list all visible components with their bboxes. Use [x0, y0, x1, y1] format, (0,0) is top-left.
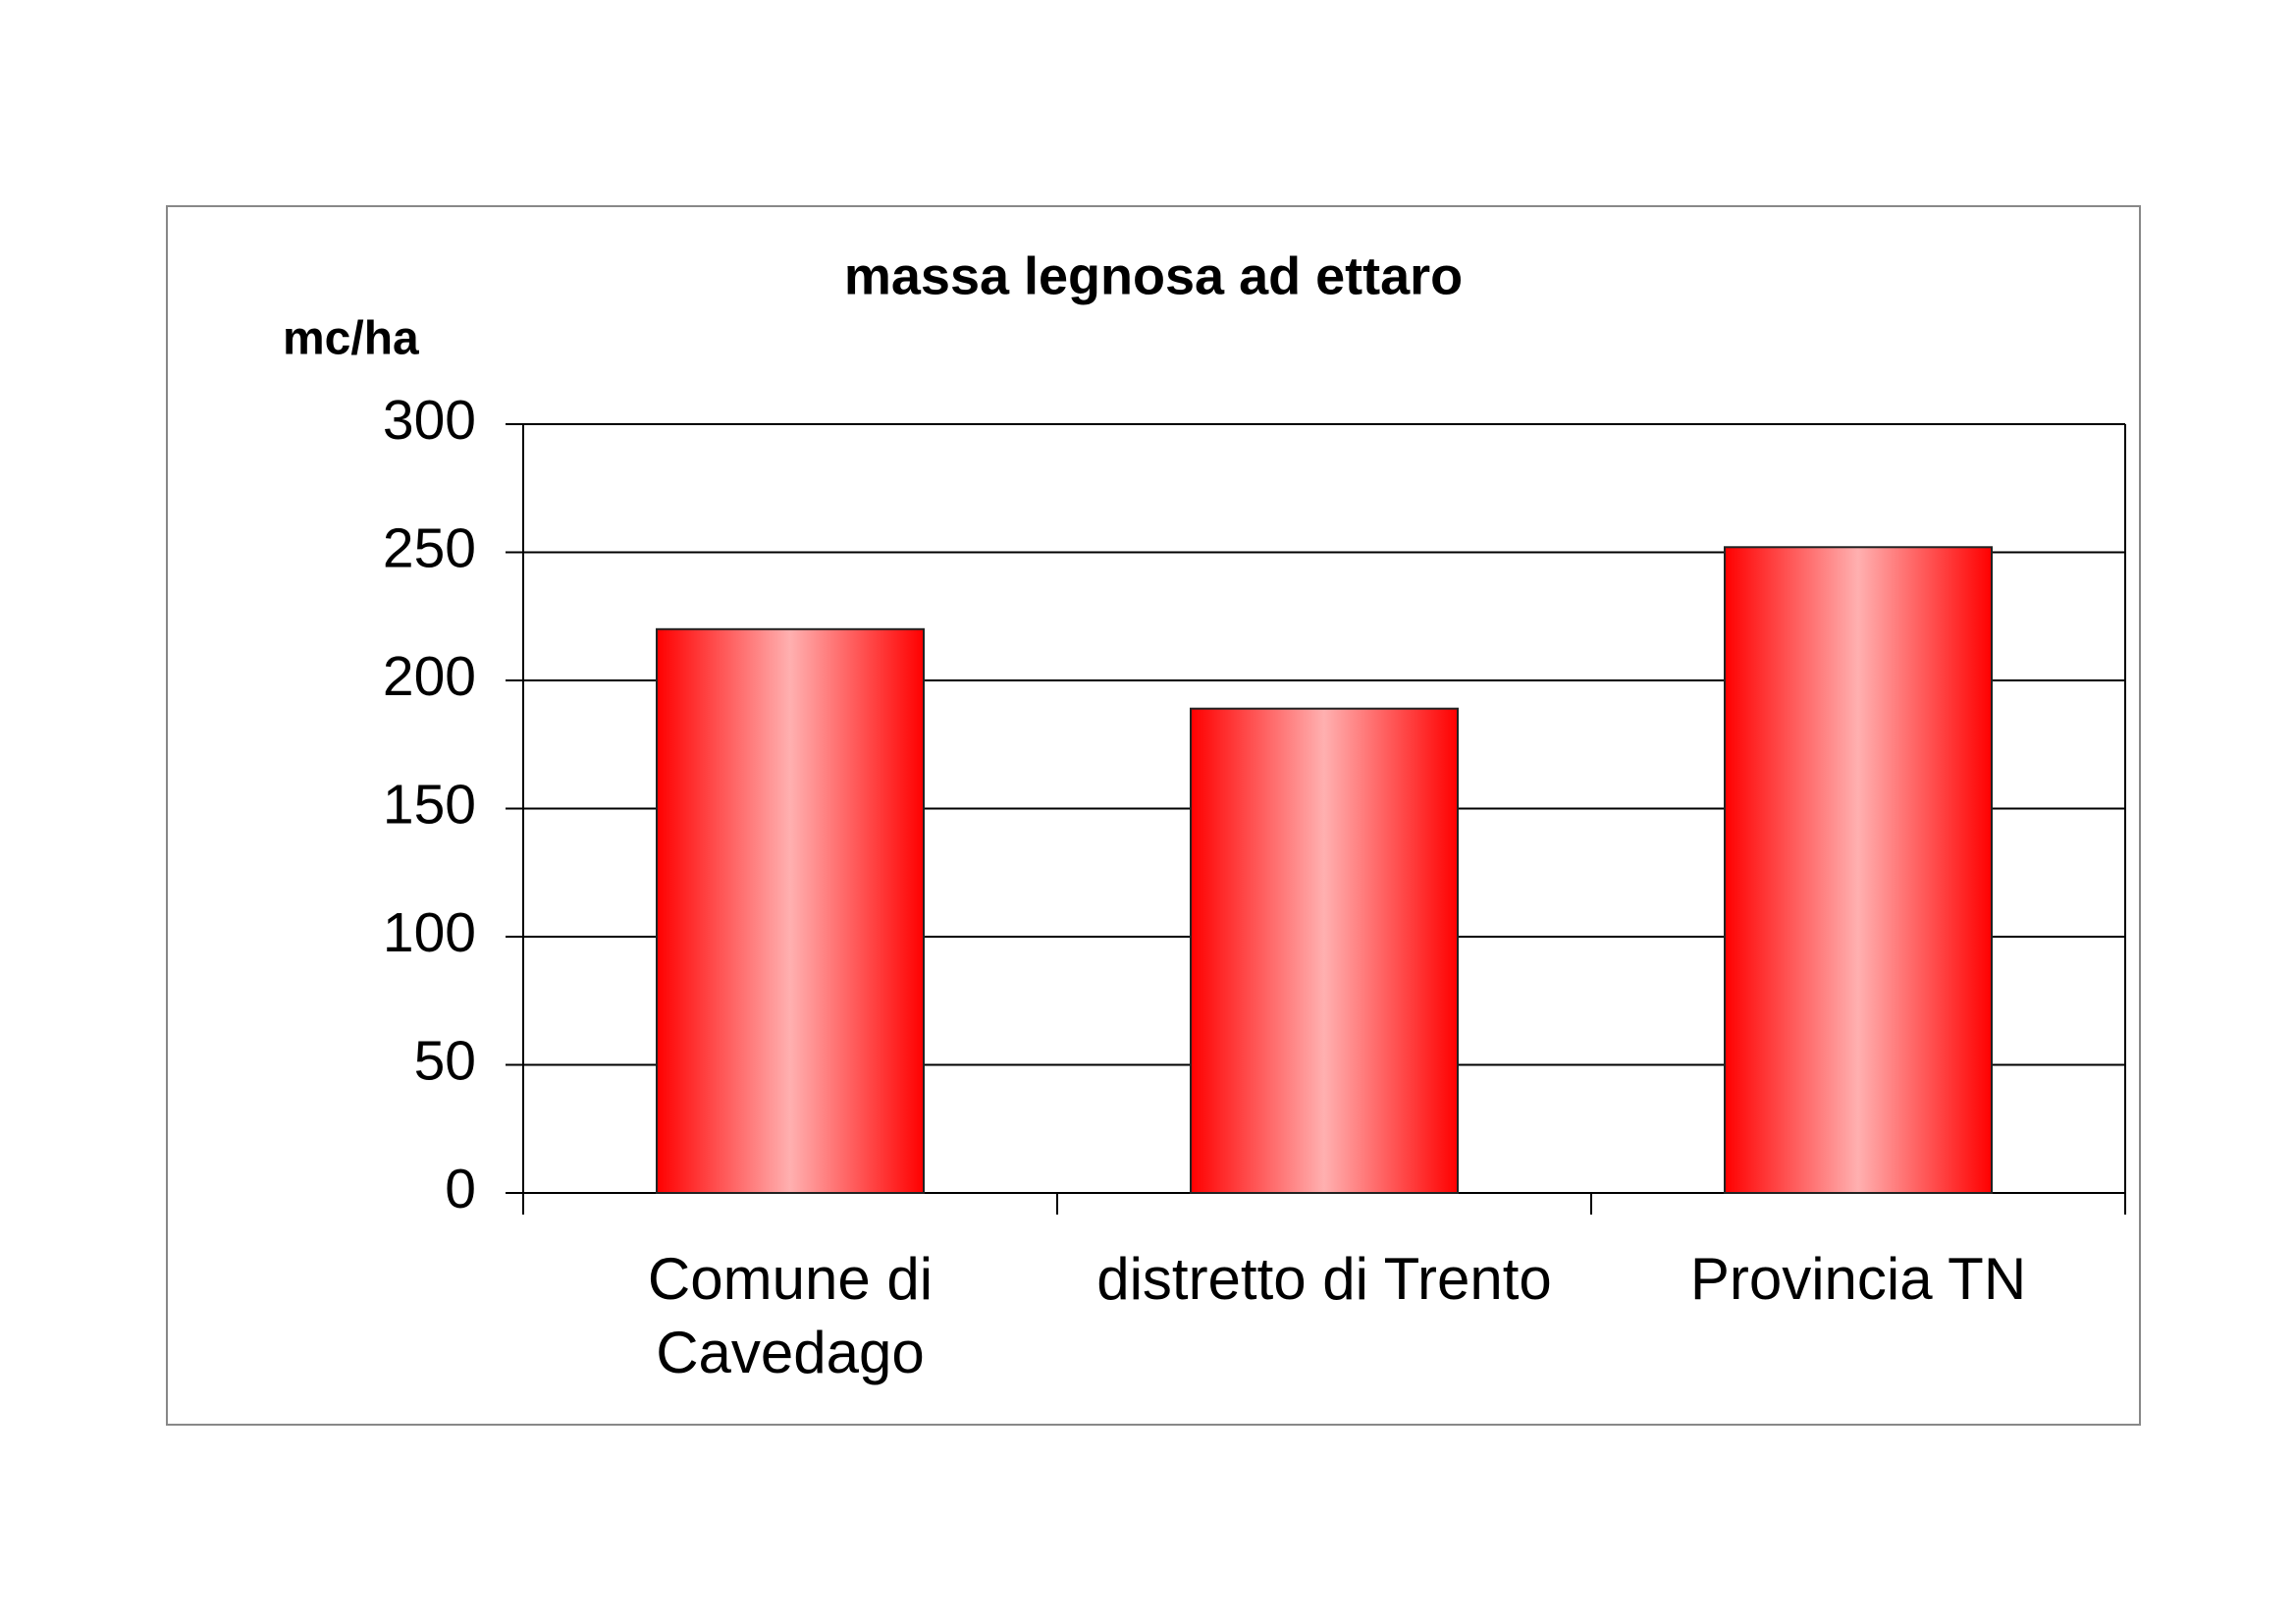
x-tick-label: Provincia TN: [1689, 1246, 2027, 1312]
y-tick-label: 100: [383, 901, 476, 964]
y-tick-label: 50: [414, 1030, 476, 1093]
y-axis-label: mc/ha: [283, 313, 419, 365]
chart-title: massa legnosa ad ettaro: [844, 246, 1463, 305]
bar: [1724, 546, 1993, 1194]
y-tick-label: 200: [383, 645, 476, 708]
x-tick-label: Comune di Cavedago: [647, 1246, 934, 1385]
y-tick-label: 300: [383, 389, 476, 452]
y-tick-label: 150: [383, 774, 476, 837]
y-tick-label: 0: [445, 1158, 476, 1220]
bar: [656, 627, 925, 1194]
y-tick-label: 250: [383, 517, 476, 580]
bar: [1190, 707, 1459, 1195]
x-tick-label: distretto di Trento: [1096, 1246, 1552, 1312]
